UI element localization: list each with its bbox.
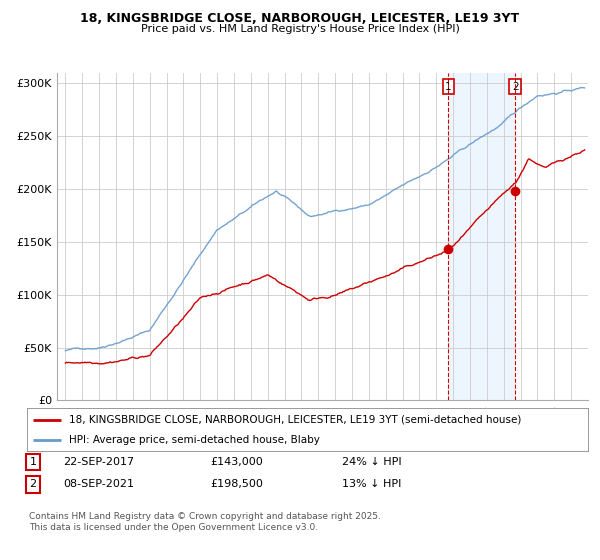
- Text: 1: 1: [445, 82, 452, 91]
- Text: 22-SEP-2017: 22-SEP-2017: [63, 457, 134, 467]
- Text: 2: 2: [512, 82, 518, 91]
- Text: 2: 2: [29, 479, 37, 489]
- Text: 1: 1: [29, 457, 37, 467]
- Text: 24% ↓ HPI: 24% ↓ HPI: [342, 457, 401, 467]
- Text: HPI: Average price, semi-detached house, Blaby: HPI: Average price, semi-detached house,…: [69, 435, 320, 445]
- Text: 13% ↓ HPI: 13% ↓ HPI: [342, 479, 401, 489]
- Text: Contains HM Land Registry data © Crown copyright and database right 2025.
This d: Contains HM Land Registry data © Crown c…: [29, 512, 380, 532]
- Text: £198,500: £198,500: [210, 479, 263, 489]
- Text: £143,000: £143,000: [210, 457, 263, 467]
- Text: 18, KINGSBRIDGE CLOSE, NARBOROUGH, LEICESTER, LE19 3YT: 18, KINGSBRIDGE CLOSE, NARBOROUGH, LEICE…: [80, 12, 520, 25]
- Text: Price paid vs. HM Land Registry's House Price Index (HPI): Price paid vs. HM Land Registry's House …: [140, 24, 460, 34]
- Text: 18, KINGSBRIDGE CLOSE, NARBOROUGH, LEICESTER, LE19 3YT (semi-detached house): 18, KINGSBRIDGE CLOSE, NARBOROUGH, LEICE…: [69, 415, 521, 424]
- Text: 08-SEP-2021: 08-SEP-2021: [63, 479, 134, 489]
- Bar: [448, 73, 515, 400]
